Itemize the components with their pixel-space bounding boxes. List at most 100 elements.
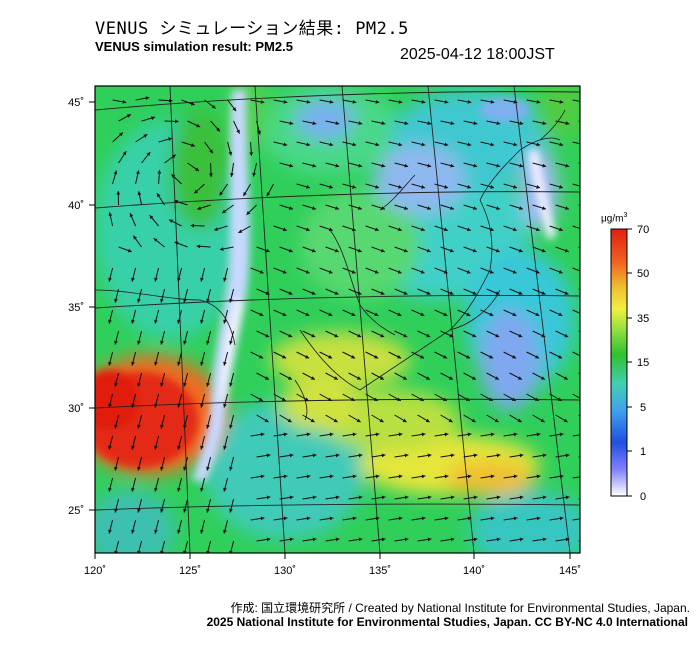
wind-arrow-head [200,403,204,408]
wind-arrow-head [564,291,569,295]
wind-arrow-head [260,516,265,521]
wind-arrow-head [490,516,495,521]
wind-arrow-head [496,121,501,126]
wind-arrow-head [137,298,141,303]
wind-arrow-head [535,270,540,274]
wind-arrow-head [449,291,454,295]
wind-arrow-head [223,529,227,534]
wind-arrow-head [154,445,158,450]
wind-arrow-head [495,291,500,295]
wind-arrow-head [260,474,265,479]
wind-arrow-head [564,248,569,253]
wind-arrow-shaft [572,309,580,314]
wind-arrow-head [306,516,311,521]
wind-arrow-head [174,241,179,246]
wind-arrow-head [283,100,288,104]
wind-arrow-head [177,277,181,282]
wind-arrow-head [177,529,181,534]
lon-label-145: 145˚ [559,565,581,577]
lat-label-25: 25˚ [68,505,84,517]
wind-arrow-head [206,466,210,471]
wind-arrow-head [265,333,270,338]
wind-arrow-head [374,270,379,274]
wind-arrow-head [471,376,476,380]
wind-arrow-head [541,291,546,295]
wind-arrow-shaft [572,267,580,272]
wind-arrow-head [116,191,121,195]
wind-arrow-head [473,121,478,126]
wind-arrow-head [352,516,357,521]
wind-arrow-head [358,453,363,458]
axis-ticks [89,101,571,559]
wind-arrow-head [329,185,334,189]
wind-arrow-head [398,100,403,104]
concentration-field [95,86,580,553]
wind-arrow-head [381,453,386,458]
wind-arrow-head [397,270,402,274]
wind-arrow-head [312,121,317,126]
wind-arrow-head [380,333,385,338]
wind-arrow-head [467,432,472,437]
wind-arrow-head [426,248,431,253]
wind-arrow-head [114,340,118,345]
wind-arrow-head [565,495,570,500]
wind-arrow-head [511,397,516,401]
wind-arrow-head [266,495,271,500]
wind-arrow-head [583,517,587,521]
wind-arrow-head [564,333,569,338]
wind-arrow-head [466,227,471,232]
wind-arrow-head [352,100,357,104]
wind-arrow-head [328,312,333,316]
wind-arrow-head [335,453,340,458]
wind-arrow-head [496,453,501,458]
wind-arrow-head [421,516,426,521]
wind-arrow-head [126,114,131,118]
lon-label-125: 125˚ [179,565,201,577]
wind-arrow-head [129,213,134,218]
wind-arrow-head [420,227,425,232]
wind-arrow-head [160,424,164,429]
title-english: VENUS simulation result: PM2.5 [95,39,293,54]
wind-arrow-head [519,121,524,126]
wind-arrow-head [211,104,216,109]
wind-arrow-head [236,129,240,134]
wind-arrow-head [174,119,179,124]
wind-arrow-head [513,474,518,479]
wind-arrow-head [420,354,425,359]
wind-arrow-head [448,376,453,380]
wind-arrow-head [380,248,385,253]
wind-arrow-head [191,143,195,147]
wind-arrow-head [160,508,164,513]
wind-arrow-head [223,403,227,408]
wind-arrow-head [329,474,334,479]
wind-arrow-head [467,142,472,147]
wind-arrow-head [358,495,363,500]
wind-arrow-head [334,333,339,338]
wind-arrow-head [108,319,112,324]
wind-arrow-head [443,270,448,274]
wind-arrow-head [335,121,340,126]
wind-arrow-head [403,291,408,295]
wind-arrow-head [587,419,591,422]
wind-arrow-head [223,361,227,366]
wind-arrow-head [122,151,127,156]
wind-arrow-head [306,142,311,147]
wind-arrow-head [581,397,585,400]
wind-arrow-head [305,312,310,316]
wind-arrow-head [131,529,135,534]
wind-arrow-head [581,312,585,316]
lat-label-45: 45˚ [68,97,84,109]
wind-arrow-head [450,453,455,458]
wind-arrow-head [398,432,403,437]
wind-arrow-head [160,466,164,471]
wind-arrow-head [312,163,317,168]
wind-arrow-head [328,227,333,232]
wind-arrow-head [154,487,158,492]
wind-arrow-head [402,376,407,380]
wind-arrow-head [306,432,311,437]
wind-arrow-head [496,163,501,168]
wind-arrow-head [283,516,288,521]
wind-arrow-head [535,354,540,359]
wind-arrow-head [450,121,455,126]
wind-arrow-head [160,340,164,345]
